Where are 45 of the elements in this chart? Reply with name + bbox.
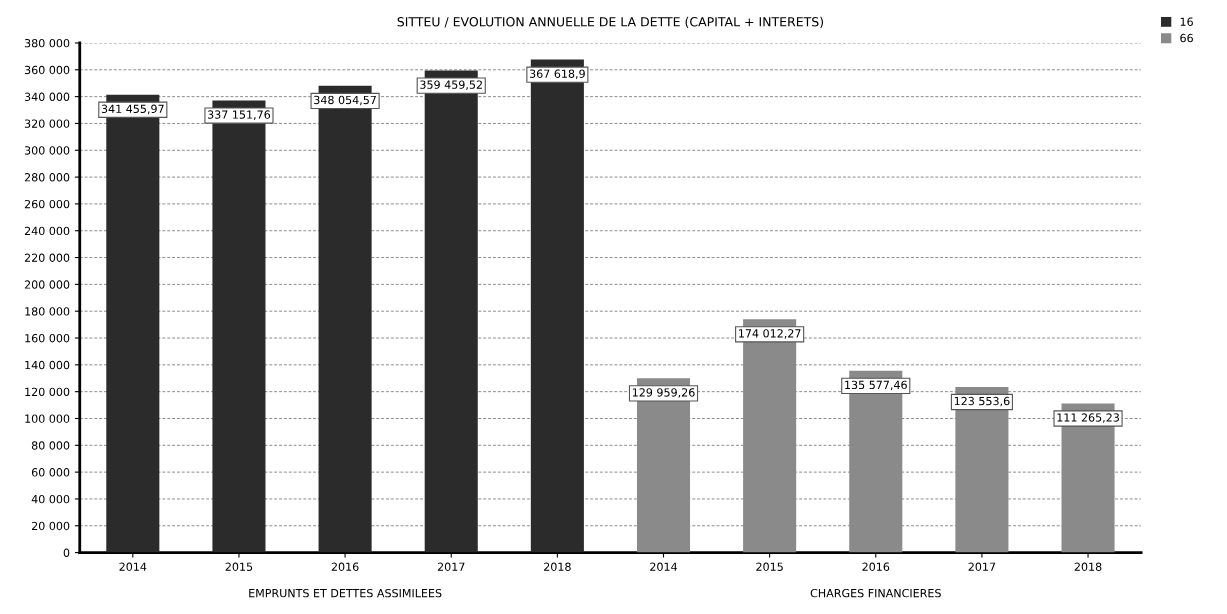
x-tick-label: 2015 <box>756 562 783 571</box>
y-tick-label: 300 000 <box>24 146 70 155</box>
y-tick-label: 200 000 <box>24 280 70 289</box>
y-tick-label: 180 000 <box>25 307 70 316</box>
x-tick-label: 2016 <box>331 562 359 571</box>
x-tick-label: 2016 <box>862 562 890 571</box>
y-tick-label: 20 000 <box>31 521 70 531</box>
data-label: 111 265,23 <box>1057 413 1119 423</box>
x-tick-label: 2014 <box>119 562 147 571</box>
data-label: 123 553,6 <box>954 396 1010 407</box>
data-label: 348 054,57 <box>314 95 376 106</box>
x-tick-label: 2018 <box>1074 562 1102 571</box>
data-label: 341 455,97 <box>101 104 164 115</box>
y-tick-label: 380 000 <box>24 38 70 48</box>
y-tick-label: 80 000 <box>31 441 70 450</box>
y-tick-label: 240 000 <box>24 226 70 236</box>
data-label: 337 151,76 <box>208 110 271 120</box>
data-label: 359 459,52 <box>420 80 482 90</box>
y-tick-label: 340 000 <box>24 92 70 101</box>
text: EMPRUNTS ET DETTES ASSIMILEES <box>249 588 442 598</box>
y-tick-label: 100 000 <box>25 414 70 423</box>
data-label: 129 959,26 <box>632 388 695 398</box>
data-label: 135 577,46 <box>845 380 907 391</box>
y-tick-label: 220 000 <box>24 253 70 262</box>
data-label: 174 012,27 <box>739 329 801 339</box>
y-tick-label: 360 000 <box>24 65 70 75</box>
y-tick-label: 140 000 <box>25 360 70 370</box>
x-tick-label: 2015 <box>225 562 253 571</box>
chart-title: SITTEU / EVOLUTION ANNUELLE DE LA DETTE (CAPITAL + INTERETS) <box>397 16 824 28</box>
y-tick-label: 0 <box>63 548 70 557</box>
data-label: 367 618,9 <box>529 69 585 80</box>
y-tick-label: 120 000 <box>25 387 70 397</box>
legend-label: 16 <box>1180 17 1193 26</box>
legend-label: 66 <box>1180 33 1193 43</box>
y-tick-label: 60 000 <box>31 468 70 477</box>
x-tick-label: 2017 <box>968 562 996 571</box>
x-tick-label: 2018 <box>544 562 571 571</box>
text: CHARGES FINANCIERES <box>810 588 941 598</box>
y-tick-label: 280 000 <box>24 173 70 182</box>
y-tick-label: 320 000 <box>24 119 70 128</box>
x-tick-label: 2014 <box>650 562 678 571</box>
y-tick-label: 260 000 <box>24 199 70 209</box>
y-tick-label: 40 000 <box>31 494 70 504</box>
x-tick-label: 2017 <box>437 562 465 571</box>
y-tick-label: 160 000 <box>25 334 70 343</box>
